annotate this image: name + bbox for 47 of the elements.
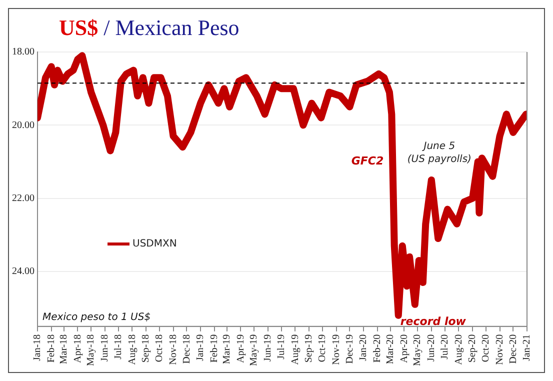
annotation: Mexico peso to 1 US$ <box>42 312 151 323</box>
x-tick-label: Mar-20 <box>384 334 396 364</box>
annotation: GFC2 <box>351 154 384 168</box>
x-tick-label: Dec-20 <box>508 334 519 364</box>
x-tick-label: Jun-19 <box>262 334 274 362</box>
x-tick-label: Feb-19 <box>208 334 220 363</box>
annotation: June 5 (US payrolls) <box>407 140 472 165</box>
x-tick-label: Mar-19 <box>221 334 232 364</box>
x-tick-label: Oct-18 <box>154 334 166 362</box>
x-tick-label: Jan-20 <box>358 334 370 362</box>
x-tick-label: Sep-20 <box>467 334 478 363</box>
y-tick-label: 20.00 <box>12 120 34 131</box>
x-tick-label: Jul-18 <box>112 334 124 360</box>
annotation: record low <box>400 314 467 328</box>
y-tick-label: 22.00 <box>12 192 34 204</box>
legend-label: USDMXN <box>132 238 177 250</box>
y-tick-label: 24.00 <box>12 266 34 278</box>
x-tick-label: Jun-20 <box>426 334 438 362</box>
x-tick-label: Jul-19 <box>276 334 287 360</box>
x-tick-label: Aug-19 <box>290 334 301 365</box>
x-tick-label: Dec-19 <box>344 334 356 364</box>
x-tick-label: Nov-18 <box>168 334 179 365</box>
y-tick-label: 18.00 <box>12 46 34 58</box>
x-tick-label: Sep-19 <box>304 334 315 363</box>
x-tick-label: Jan-19 <box>195 334 206 362</box>
x-tick-label: Apr-19 <box>235 334 246 364</box>
x-tick-label: Jul-20 <box>439 334 450 360</box>
x-tick-label: Dec-18 <box>181 334 192 364</box>
x-tick-label: May-20 <box>412 334 424 366</box>
x-tick-label: Oct-20 <box>480 334 492 362</box>
x-tick-label: Aug-18 <box>126 334 138 365</box>
x-tick-label: Sep-18 <box>140 334 152 363</box>
x-tick-label: May-19 <box>248 334 260 366</box>
x-tick-label: Nov-20 <box>494 334 506 365</box>
x-tick-label: Oct-19 <box>317 334 328 362</box>
x-tick-label: Apr-20 <box>398 334 410 364</box>
x-tick-label: Feb-20 <box>372 334 384 363</box>
x-tick-label: Mar-18 <box>58 334 70 364</box>
x-tick-label: Jan-21 <box>522 334 533 362</box>
x-tick-label: Apr-18 <box>72 334 84 364</box>
x-tick-label: May-18 <box>86 334 97 366</box>
x-tick-label: Jan-18 <box>32 334 44 362</box>
x-tick-label: Jun-18 <box>100 334 111 362</box>
x-tick-label: Aug-20 <box>453 334 464 365</box>
x-tick-label: Nov-19 <box>330 334 342 365</box>
chart-title: US$ / Mexican Peso <box>59 15 240 40</box>
x-tick-label: Feb-18 <box>46 334 57 363</box>
